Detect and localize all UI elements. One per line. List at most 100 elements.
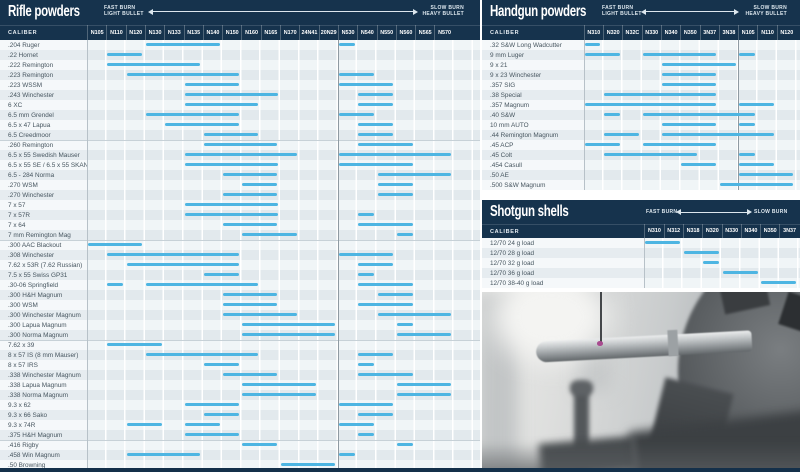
row-grid-stripe <box>87 340 480 350</box>
powder-range-bar <box>203 143 278 147</box>
powder-range-bar <box>223 313 297 317</box>
row-grid-stripe <box>87 120 480 130</box>
powder-range-bar <box>242 333 336 337</box>
caliber-label: 6.5 x 47 Lapua <box>0 120 87 130</box>
powder-range-bar <box>203 273 239 277</box>
caliber-label: .500 S&W Magnum <box>482 180 584 190</box>
caliber-label: .300 Lapua Magnum <box>0 320 87 330</box>
powder-range-bar <box>703 261 719 265</box>
slow-burn-label: SLOW BURN HEAVY BULLET <box>422 5 464 17</box>
powder-range-bar <box>604 93 717 97</box>
shotgun-shells-panel: Shotgun shells FAST BURN SLOW BURN CALIB… <box>482 200 800 288</box>
powder-range-bar <box>358 303 413 307</box>
powder-range-bar <box>223 193 278 197</box>
powder-range-bar <box>145 283 259 287</box>
powder-range-bar <box>242 383 317 387</box>
powder-range-bar <box>396 393 452 397</box>
powder-column-header-n170: N170 <box>280 25 299 40</box>
probe-tip-magenta <box>597 341 603 346</box>
row-grid-stripe <box>87 280 480 290</box>
powder-range-bar <box>184 203 278 207</box>
caliber-label: .44 Remington Magnum <box>482 130 584 140</box>
powder-range-bar <box>661 123 717 127</box>
powder-range-bar <box>242 183 278 187</box>
powder-column-header-24n41: 24N41 <box>299 25 318 40</box>
powder-range-bar <box>396 383 452 387</box>
row-grid-stripe <box>87 430 480 440</box>
powder-range-bar <box>761 281 797 285</box>
row-grid-stripe <box>87 50 480 60</box>
powder-range-bar <box>223 173 278 177</box>
powder-range-bar <box>681 163 717 167</box>
bottom-navy-strip <box>0 468 800 472</box>
powder-range-bar <box>338 113 374 117</box>
row-grid-stripe <box>644 258 800 268</box>
row-grid-stripe <box>87 140 480 150</box>
powder-range-bar <box>739 173 794 177</box>
powder-range-bar <box>396 233 413 237</box>
row-grid-stripe <box>87 70 480 80</box>
powder-column-header-n105: N105 <box>87 25 106 40</box>
row-grid-stripe <box>87 250 480 260</box>
fast-burn-label: FAST BURN <box>646 209 678 215</box>
powder-range-bar <box>145 353 259 357</box>
powder-column-header-n130: N130 <box>144 25 164 40</box>
powder-column-header-20n29: 20N29 <box>318 25 338 40</box>
fast-burn-label: FAST BURN LIGHT BULLET <box>104 5 144 17</box>
rifle-panel-title: Rifle powders <box>8 3 80 20</box>
caliber-column-header: CALIBER <box>8 30 38 36</box>
row-grid-stripe <box>87 440 480 450</box>
powder-range-bar <box>338 43 355 47</box>
powder-column-header-n110: N110 <box>757 25 776 40</box>
caliber-label: 7.62 x 39 <box>0 340 87 350</box>
rod-collar <box>667 329 679 357</box>
powder-range-bar <box>184 153 297 157</box>
powder-range-bar <box>126 73 239 77</box>
row-grid-stripe <box>87 260 480 270</box>
powder-range-bar <box>358 123 394 127</box>
probe-needle <box>600 292 602 344</box>
row-grid-stripe <box>87 240 480 250</box>
powder-range-bar <box>661 73 717 77</box>
row-grid-stripe <box>87 40 480 50</box>
powder-range-bar <box>722 271 758 275</box>
caliber-label: 8 x 57 IRS <box>0 360 87 370</box>
row-grid-stripe <box>87 100 480 110</box>
grid-start-line <box>87 40 88 470</box>
powder-range-bar <box>338 453 355 457</box>
powder-range-bar <box>126 263 239 267</box>
powder-range-bar <box>145 43 220 47</box>
caliber-label: .300 H&H Magnum <box>0 290 87 300</box>
shotgun-panel-title: Shotgun shells <box>490 203 569 220</box>
powder-column-header-n330: N330 <box>721 224 741 238</box>
foreground-blur-band <box>482 442 800 468</box>
caliber-label: .458 Win Magnum <box>0 450 87 460</box>
caliber-group-separator <box>0 139 480 141</box>
caliber-label: 6.5 mm Grendel <box>0 110 87 120</box>
powder-range-bar <box>203 133 259 137</box>
powder-range-bar <box>223 293 278 297</box>
caliber-label: 12/70 36 g load <box>482 268 645 278</box>
caliber-label: .338 Winchester Magnum <box>0 370 87 380</box>
caliber-label: 9.3 x 66 Sako <box>0 410 87 420</box>
powder-range-bar <box>242 393 317 397</box>
caliber-label: .338 Norma Magnum <box>0 390 87 400</box>
powder-range-bar <box>377 183 413 187</box>
row-grid-stripe <box>87 60 480 70</box>
powder-range-bar <box>203 363 239 367</box>
caliber-label: 6 XC <box>0 100 87 110</box>
powder-range-bar <box>396 323 413 327</box>
caliber-label: .338 Lapua Magnum <box>0 380 87 390</box>
powder-range-bar <box>739 163 775 167</box>
powder-column-header-n570: N570 <box>434 25 453 40</box>
powder-range-bar <box>358 413 394 417</box>
handgun-panel-title: Handgun powders <box>490 3 587 20</box>
row-grid-stripe <box>644 268 800 278</box>
powder-range-bar <box>377 193 413 197</box>
powder-range-bar <box>396 333 452 337</box>
row-grid-stripe <box>87 170 480 180</box>
powder-range-bar <box>338 83 394 87</box>
powder-column-header-n310: N310 <box>583 25 603 40</box>
caliber-label: .357 SIG <box>482 80 584 90</box>
